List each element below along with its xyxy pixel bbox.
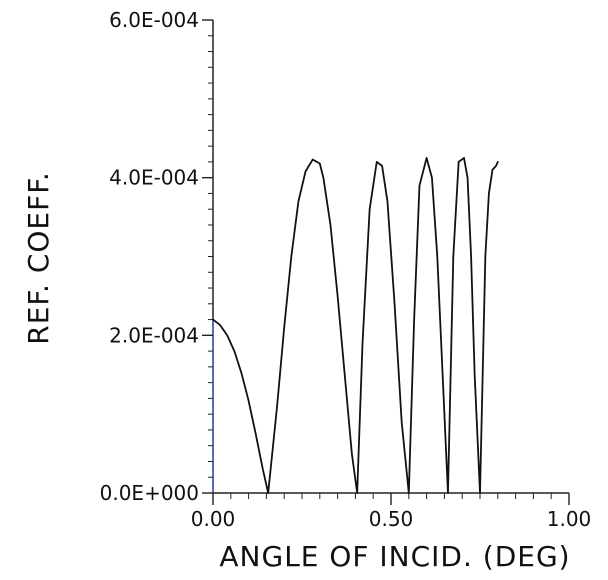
x-tick-label: 0.00 [191,507,236,531]
y-axis-title: REF. COEFF. [22,171,55,344]
y-tick-label: 4.0E-004 [109,166,199,190]
x-axis-title: ANGLE OF INCID. (DEG) [219,540,570,573]
ticks-layer [202,19,570,505]
x-tick-label: 0.50 [369,507,414,531]
series-layer [212,157,499,494]
y-tick-label: 2.0E-004 [109,323,199,347]
y-tick-label: 0.0E+000 [100,481,199,505]
y-tick-label: 6.0E-004 [109,8,199,32]
tick-labels-layer: 0.0E+000 2.0E-004 4.0E-004 6.0E-004 0.00 0.50… [100,8,592,531]
x-tick-label: 1.00 [547,507,592,531]
series-line-1 [212,157,499,494]
